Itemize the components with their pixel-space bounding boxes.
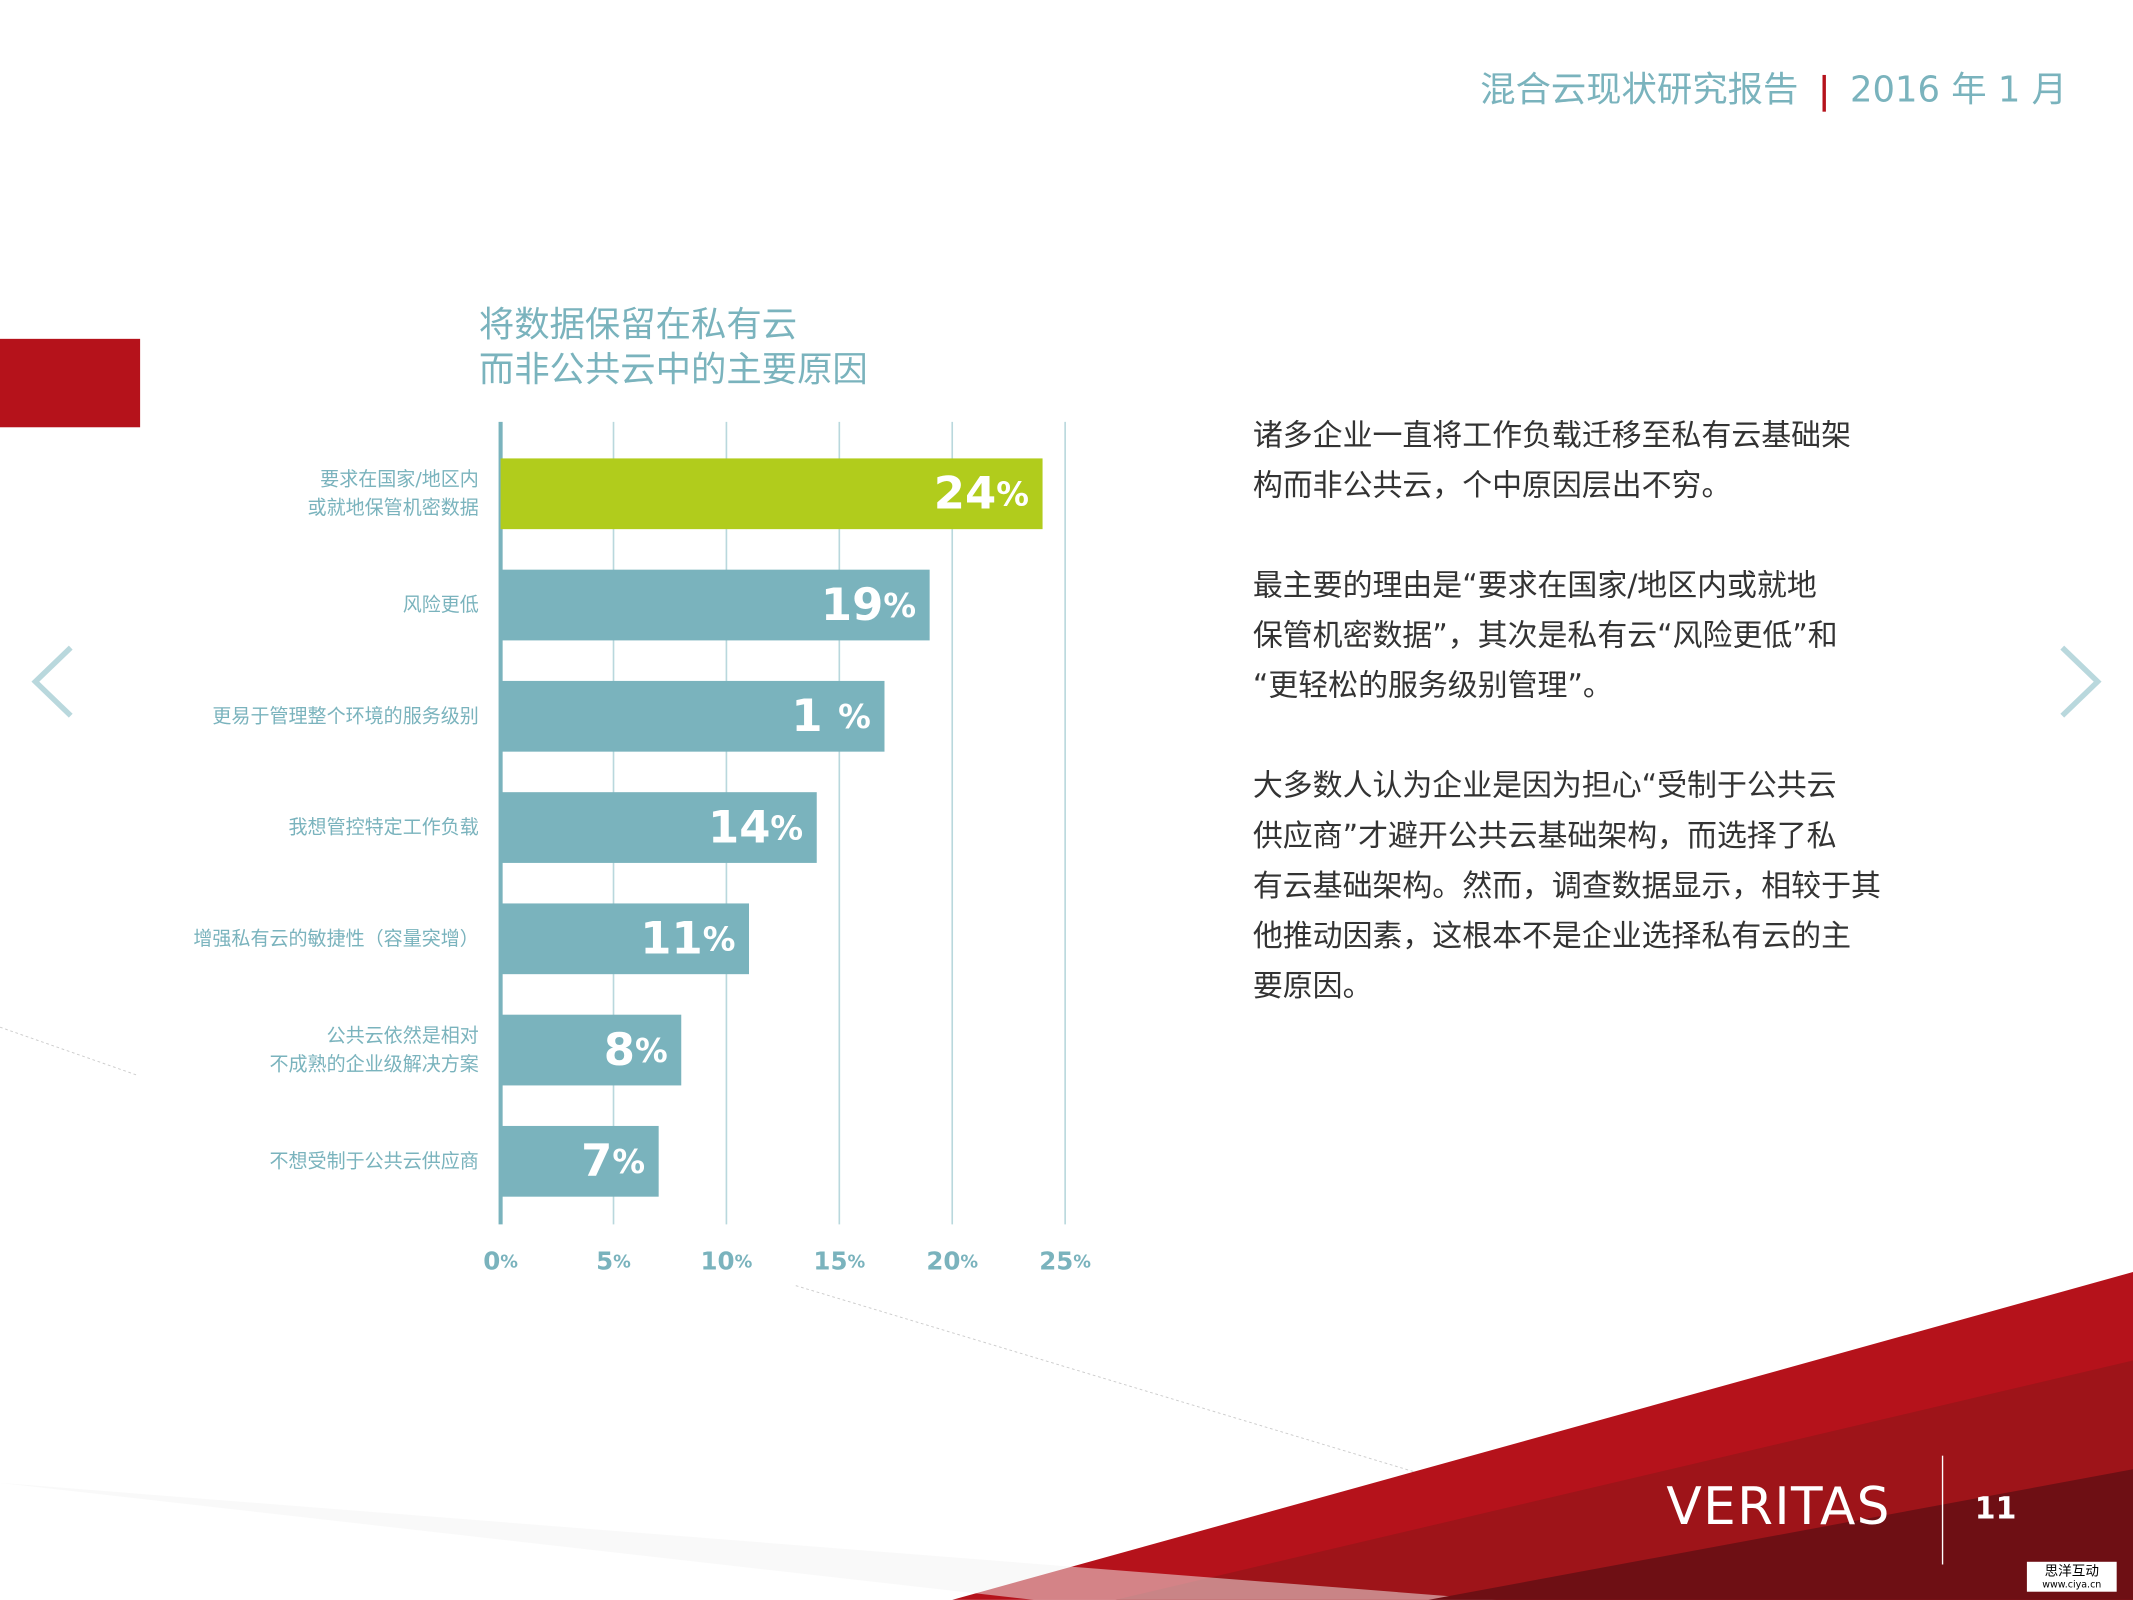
value-label: 1 % bbox=[791, 689, 871, 742]
text-line: 要求在国家/地区内 bbox=[320, 468, 479, 490]
header-title: 混合云现状研究报告 bbox=[1480, 69, 1798, 110]
footer-band bbox=[0, 1482, 1497, 1600]
text-part: % bbox=[960, 1253, 978, 1273]
accent-block bbox=[0, 338, 141, 428]
y-tick-label: 风险更低 bbox=[403, 594, 479, 616]
text-part: 5 bbox=[596, 1247, 613, 1276]
x-tick-label: 25% bbox=[1039, 1247, 1091, 1276]
text-line: 不成熟的企业级解决方案 bbox=[269, 1053, 478, 1075]
y-tick-label: 更易于管理整个环境的服务级别 bbox=[212, 705, 478, 727]
x-tick-label: 5% bbox=[596, 1247, 631, 1276]
logo: VERITAS bbox=[1666, 1477, 1890, 1537]
body-text: 要原因。 bbox=[1253, 969, 1373, 1004]
value-label: 14% bbox=[708, 800, 803, 853]
chart-title: 而非公共云中的主要原因 bbox=[479, 349, 868, 390]
text-part: 10 bbox=[701, 1247, 735, 1276]
watermark: 思洋互动 bbox=[2045, 1563, 2099, 1579]
text-part: % bbox=[770, 809, 803, 847]
value-label: 8% bbox=[604, 1023, 668, 1076]
watermark-box bbox=[2026, 1561, 2117, 1592]
body-text: 有云基础架构。然而，调查数据显示，相较于其 bbox=[1253, 869, 1881, 904]
text-line: 增强私有云的敏捷性（容量突增） bbox=[193, 927, 478, 949]
value-label: 24% bbox=[934, 467, 1029, 520]
x-tick-label: 15% bbox=[813, 1247, 865, 1276]
text-part: % bbox=[703, 921, 736, 959]
decor-line bbox=[0, 1026, 137, 1076]
text-line: 或就地保管机密数据 bbox=[308, 497, 479, 519]
text-part: % bbox=[847, 1253, 865, 1273]
body-text: 供应商”才避开公共云基础架构，而选择了私 bbox=[1253, 819, 1837, 854]
text-part: % bbox=[612, 1143, 645, 1181]
y-tick-label: 增强私有云的敏捷性（容量突增） bbox=[193, 927, 478, 949]
text-part: 7 bbox=[581, 1134, 612, 1187]
text-part: 24 bbox=[934, 467, 996, 520]
text-line: 风险更低 bbox=[403, 594, 479, 616]
text-part: 8 bbox=[604, 1023, 635, 1076]
prev-arrow[interactable] bbox=[31, 645, 73, 718]
bar bbox=[500, 680, 885, 752]
footer-band bbox=[1428, 1469, 2133, 1600]
y-tick-label: 我想管控特定工作负载 bbox=[289, 816, 479, 838]
x-tick-label: 0% bbox=[483, 1247, 518, 1276]
x-tick-label: 10% bbox=[701, 1247, 753, 1276]
text-part: % bbox=[838, 698, 871, 736]
bar bbox=[500, 458, 1043, 530]
text-part: % bbox=[500, 1253, 518, 1273]
body-text: “更轻松的服务级别管理”。 bbox=[1253, 669, 1613, 704]
value-label: 19% bbox=[821, 578, 916, 631]
bar bbox=[500, 903, 749, 975]
text-part: % bbox=[635, 1032, 668, 1070]
text-part: 15 bbox=[813, 1247, 847, 1276]
body-text: 诸多企业一直将工作负载迁移至私有云基础架 bbox=[1253, 418, 1851, 453]
text-part: 14 bbox=[708, 800, 770, 853]
text-part: % bbox=[613, 1253, 631, 1273]
text-line: 不想受制于公共云供应商 bbox=[269, 1150, 478, 1172]
y-tick-label: 要求在国家/地区内或就地保管机密数据 bbox=[308, 468, 479, 519]
bar bbox=[500, 792, 817, 863]
y-tick-label: 公共云依然是相对不成熟的企业级解决方案 bbox=[269, 1024, 478, 1075]
chart-title: 将数据保留在私有云 bbox=[479, 305, 797, 346]
watermark: www.ciya.cn bbox=[2042, 1579, 2101, 1590]
text-part: % bbox=[996, 476, 1029, 514]
value-label: 7% bbox=[581, 1134, 645, 1187]
next-arrow[interactable] bbox=[2060, 645, 2102, 718]
text-line: 我想管控特定工作负载 bbox=[289, 816, 479, 838]
decor-line bbox=[795, 1285, 1497, 1497]
text-part: 19 bbox=[821, 578, 883, 631]
body-text: 他推动因素，这根本不是企业选择私有云的主 bbox=[1253, 919, 1851, 954]
bar bbox=[500, 1125, 659, 1197]
x-tick-label: 20% bbox=[926, 1247, 978, 1276]
text-part: 11 bbox=[640, 912, 702, 965]
body-text: 构而非公共云，个中原因层出不穷。 bbox=[1253, 468, 1732, 503]
text-part: 20 bbox=[926, 1247, 960, 1276]
text-part: % bbox=[1073, 1253, 1091, 1273]
header-date: 2016 年 1 月 bbox=[1850, 69, 2067, 110]
text-part: % bbox=[883, 587, 916, 625]
body-text: 保管机密数据”，其次是私有云“风险更低”和 bbox=[1253, 619, 1838, 654]
text-part: 1 bbox=[791, 689, 838, 742]
page-number: 11 bbox=[1975, 1492, 2017, 1527]
bar bbox=[500, 1014, 682, 1086]
y-tick-label: 不想受制于公共云供应商 bbox=[269, 1150, 478, 1172]
text-part: 0 bbox=[483, 1247, 500, 1276]
text-part: % bbox=[735, 1253, 753, 1273]
text-line: 更易于管理整个环境的服务级别 bbox=[212, 705, 478, 727]
text-part: 25 bbox=[1039, 1247, 1073, 1276]
value-label: 11% bbox=[640, 912, 735, 965]
body-text: 最主要的理由是“要求在国家/地区内或就地 bbox=[1253, 568, 1817, 603]
body-text: 大多数人认为企业是因为担心“受制于公共云 bbox=[1253, 769, 1837, 804]
text-line: 公共云依然是相对 bbox=[327, 1024, 479, 1046]
bar bbox=[500, 569, 930, 641]
